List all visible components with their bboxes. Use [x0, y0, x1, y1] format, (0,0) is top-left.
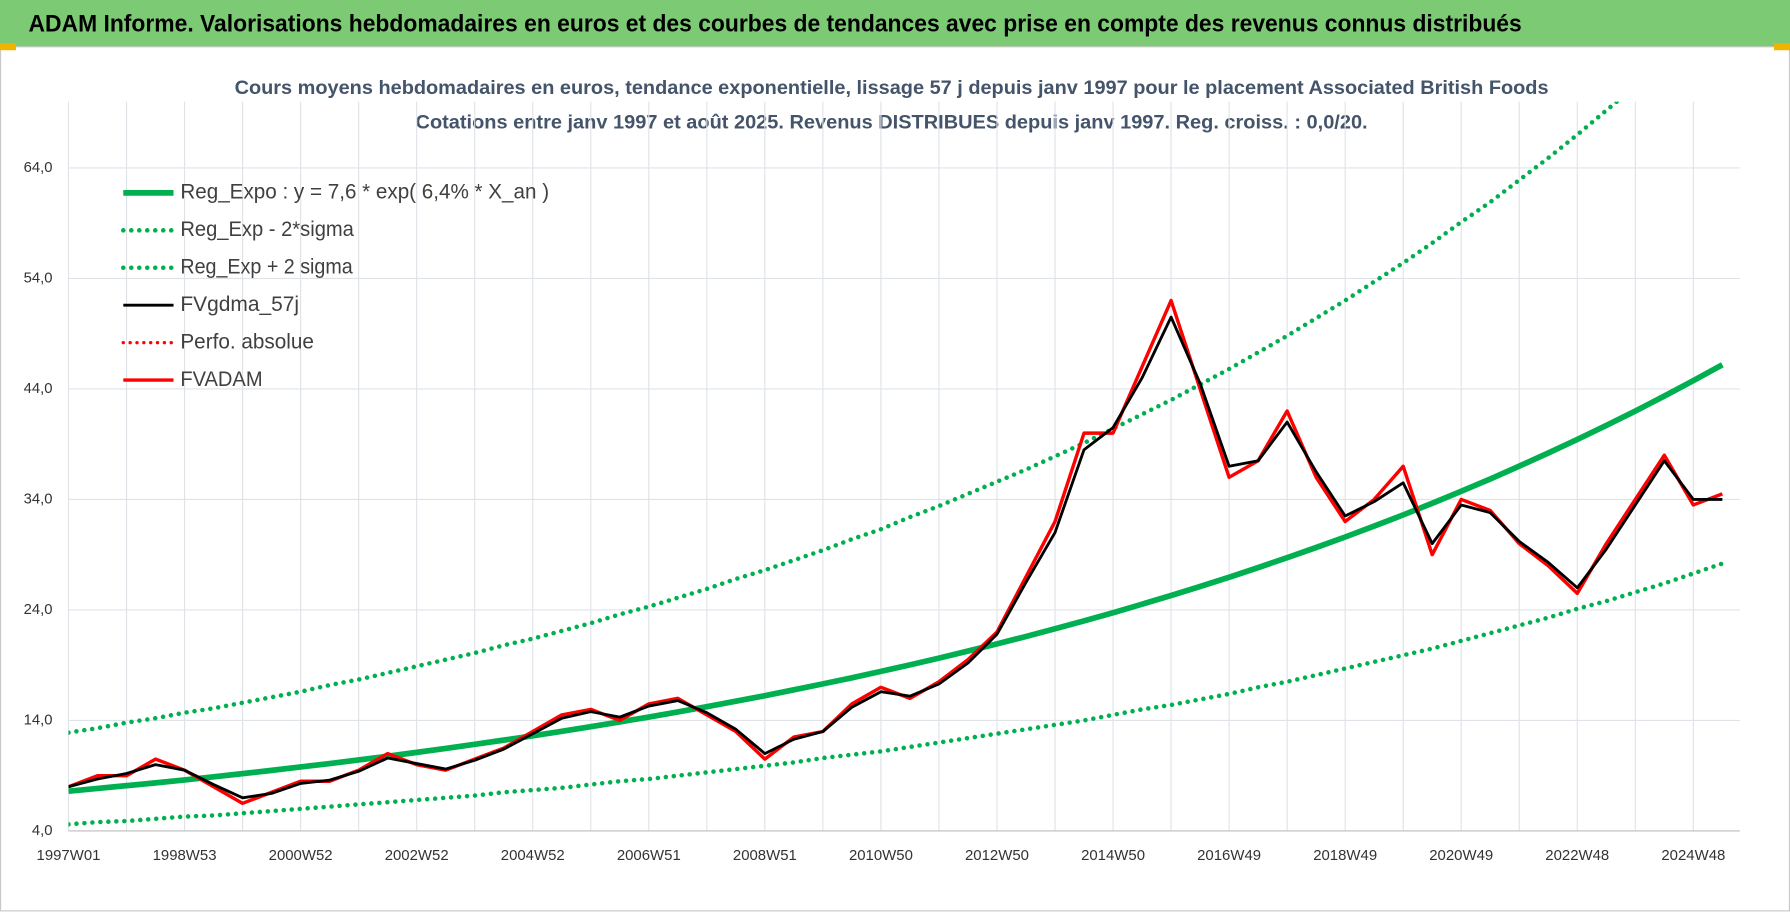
y-tick-label: 24,0 — [24, 602, 53, 618]
series-line — [68, 362, 1724, 795]
x-tick-label: 2004W52 — [501, 848, 565, 864]
corner-mark — [1774, 43, 1790, 51]
x-tick-label: 2012W50 — [965, 848, 1029, 864]
corner-mark — [0, 43, 16, 51]
x-tick-label: 2002W52 — [385, 848, 449, 864]
legend-label: Perfo. absolue — [180, 328, 314, 353]
y-tick-label: 4,0 — [32, 823, 53, 839]
chart-title: Cours moyens hebdomadaires en euros, ten… — [235, 77, 1549, 99]
series-line — [68, 315, 1723, 800]
chart-subtitle: Cotations entre janv 1997 et août 2025. … — [416, 111, 1368, 133]
x-tick-label: 2010W50 — [849, 848, 913, 864]
header-title: ADAM Informe. Valorisations hebdomadaire… — [29, 10, 1522, 37]
series-line — [68, 101, 1621, 735]
x-tick-label: 2022W48 — [1545, 848, 1609, 864]
x-tick-label: 1998W53 — [153, 848, 217, 864]
plot-area — [68, 101, 1725, 827]
x-tick-label: 2018W49 — [1313, 848, 1377, 864]
x-tick-label: 2000W52 — [269, 848, 333, 864]
legend-label: Reg_Exp - 2*sigma — [180, 216, 354, 241]
legend-label: FVADAM — [180, 366, 262, 391]
legend-label: Reg_Exp + 2 sigma — [180, 254, 353, 279]
y-tick-label: 34,0 — [24, 491, 53, 507]
x-tick-label: 2014W50 — [1081, 848, 1145, 864]
series-line — [68, 561, 1725, 827]
y-tick-label: 44,0 — [24, 381, 53, 397]
x-tick-label: 2008W51 — [733, 848, 797, 864]
legend-label: Reg_Expo : y = 7,6 * exp( 6,4% * X_an ) — [180, 179, 549, 204]
y-tick-label: 54,0 — [24, 270, 53, 286]
chart-frame — [0, 46, 1790, 912]
x-tick-label: 2006W51 — [617, 848, 681, 864]
x-tick-label: 2024W48 — [1661, 848, 1725, 864]
x-tick-label: 2016W49 — [1197, 848, 1261, 864]
legend-label: FVgdma_57j — [180, 291, 299, 316]
y-tick-label: 14,0 — [24, 712, 53, 728]
x-tick-label: 1997W01 — [37, 848, 101, 864]
header-bar — [0, 0, 1790, 47]
x-tick-label: 2020W49 — [1429, 848, 1493, 864]
y-tick-label: 64,0 — [24, 160, 53, 176]
